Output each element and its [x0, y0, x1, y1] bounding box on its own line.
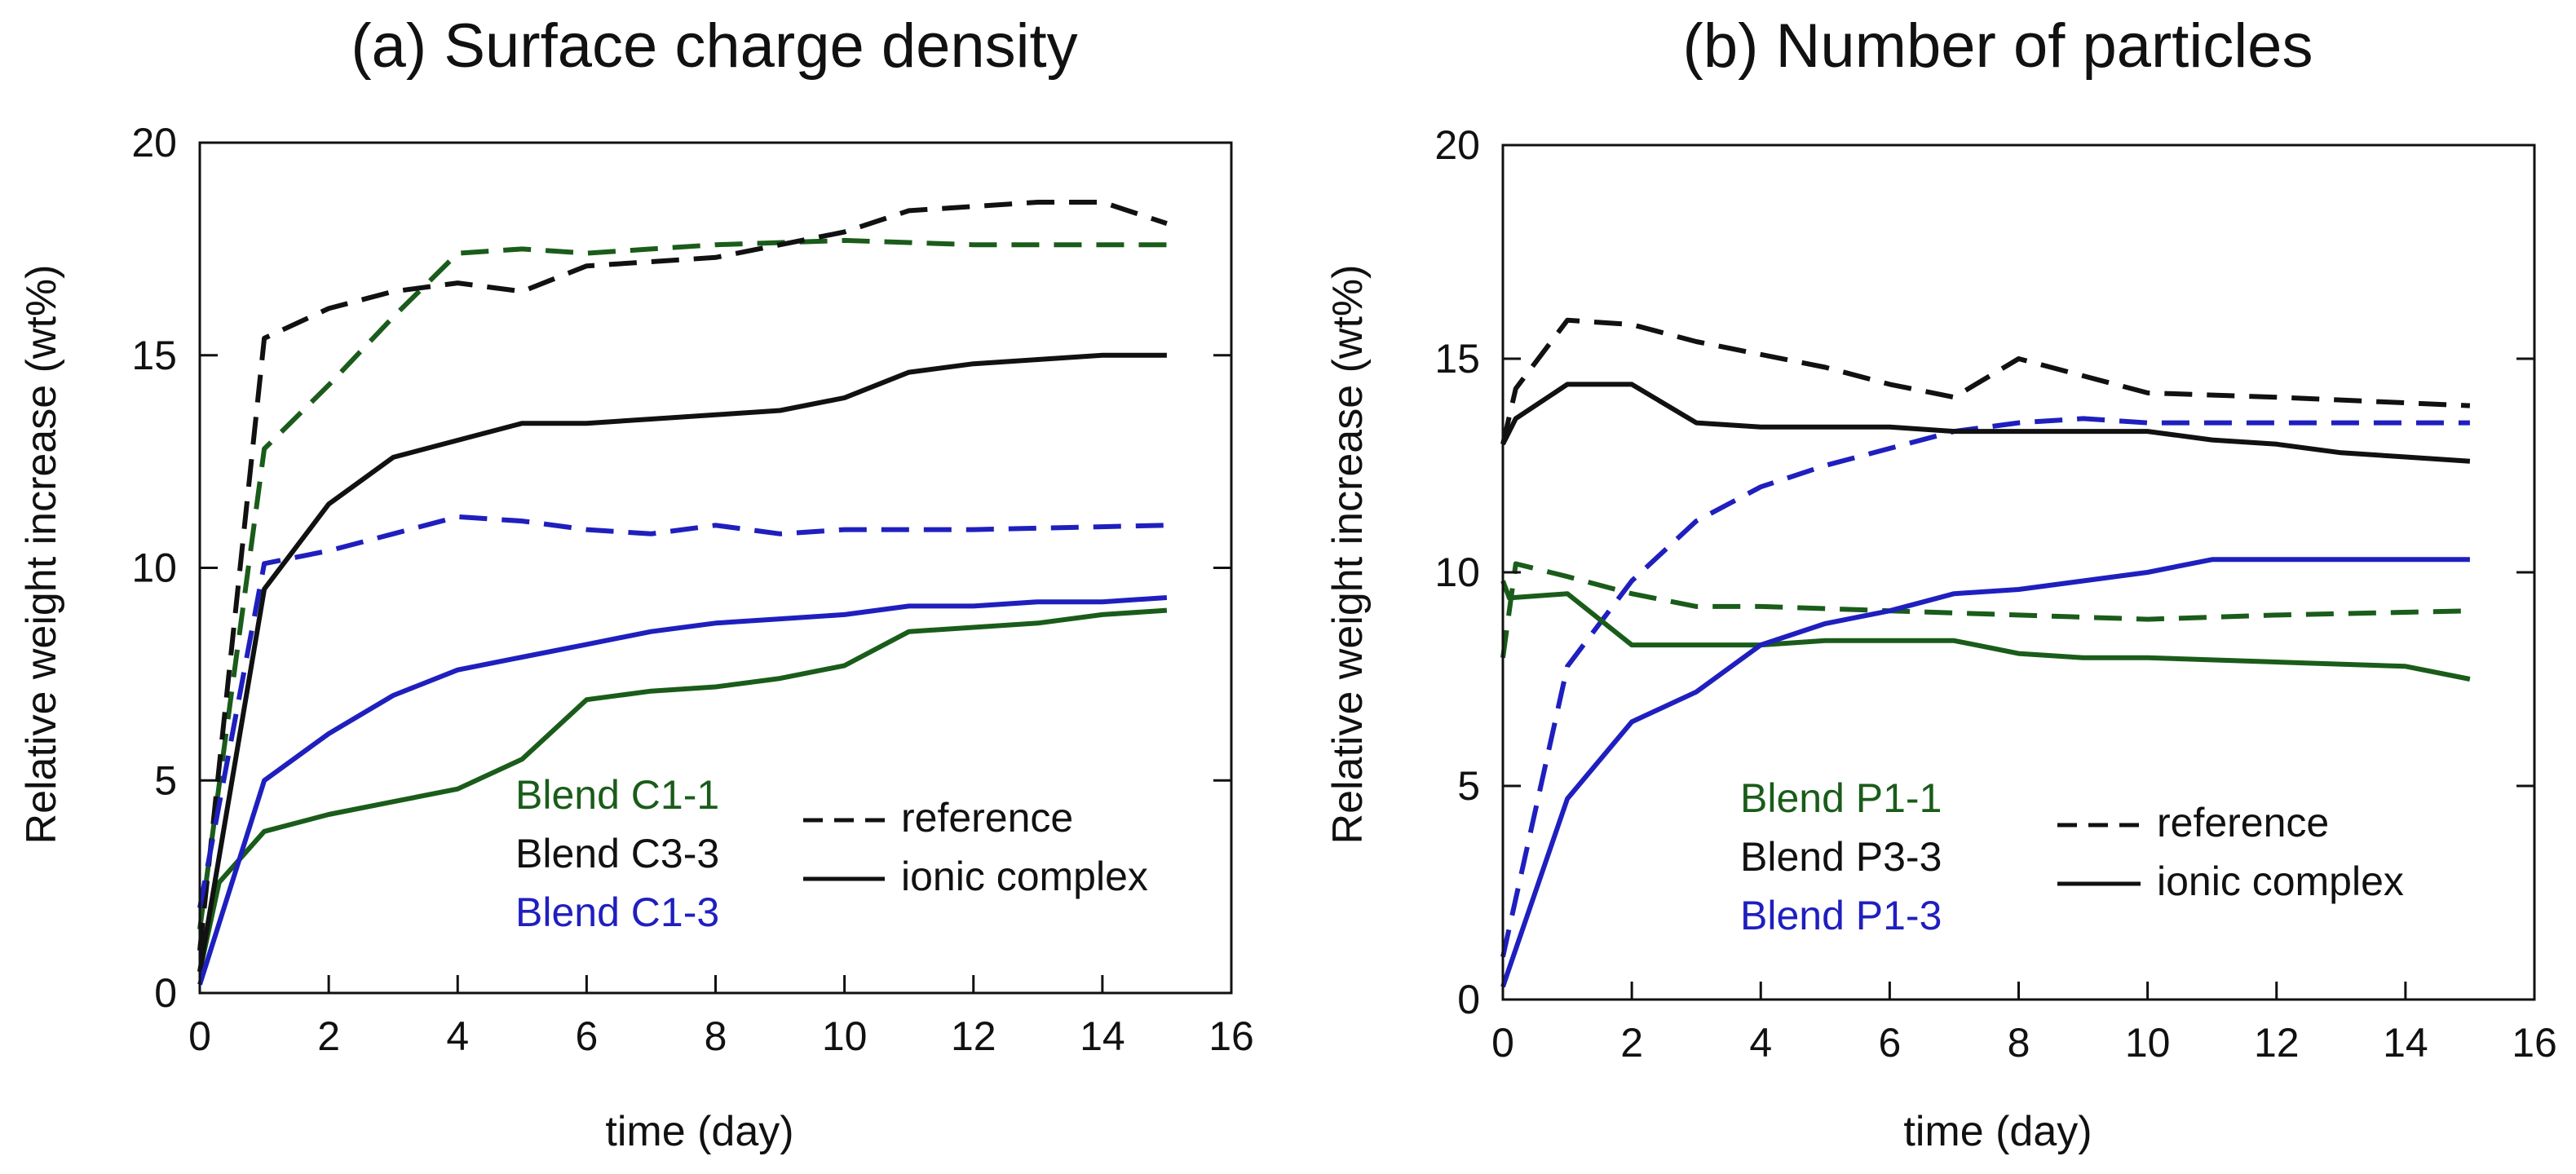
- panel-b: (b) Number of particles time (day) Relat…: [1324, 11, 2557, 1155]
- x-tick-label: 0: [1491, 1020, 1514, 1066]
- panel-b-series-line: [1500, 317, 2471, 445]
- legend-blend-label: Blend C1-3: [515, 889, 719, 935]
- panel-b-ylabel: Relative weight increase (wt%): [1324, 265, 1372, 845]
- x-tick-label: 10: [822, 1013, 868, 1059]
- y-tick-label: 20: [1434, 122, 1480, 168]
- x-tick-label: 16: [2512, 1020, 2557, 1066]
- legend-blend-label: Blend P3-3: [1740, 834, 1942, 880]
- y-tick-label: 10: [131, 545, 177, 591]
- x-tick-label: 4: [446, 1013, 469, 1059]
- panel-b-series-line: [1500, 382, 2471, 464]
- panel-b-series-line: [1500, 557, 2470, 988]
- x-tick-label: 14: [2383, 1020, 2428, 1066]
- x-tick-label: 8: [2008, 1020, 2030, 1066]
- panel-a-series-line: [197, 352, 1167, 973]
- panel-b-series-line: [1500, 580, 2471, 682]
- panel-a-series-line: [197, 200, 1168, 951]
- x-tick-label: 16: [1208, 1013, 1254, 1059]
- panel-a-xlabel: time (day): [605, 1108, 793, 1155]
- panel-a-ylabel: Relative weight increase (wt%): [18, 265, 65, 845]
- x-tick-label: 4: [1749, 1020, 1772, 1066]
- legend-style-label: ionic complex: [901, 854, 1148, 899]
- legend-blend-label: Blend C1-1: [515, 772, 719, 818]
- panel-a: (a) Surface charge density time (day) Re…: [18, 11, 1254, 1155]
- legend-style-label: ionic complex: [2157, 858, 2404, 904]
- x-tick-label: 12: [2254, 1020, 2300, 1066]
- x-tick-label: 6: [1878, 1020, 1901, 1066]
- panel-a-series-line: [197, 514, 1167, 909]
- y-tick-label: 5: [1457, 763, 1480, 809]
- legend-style-label: reference: [2157, 800, 2329, 845]
- x-tick-label: 8: [705, 1013, 727, 1059]
- panel-b-title: (b) Number of particles: [1683, 11, 2313, 81]
- x-tick-label: 14: [1080, 1013, 1125, 1059]
- legend-blend-label: Blend P1-3: [1740, 893, 1942, 938]
- y-tick-label: 5: [154, 757, 177, 803]
- y-tick-label: 0: [1457, 977, 1480, 1022]
- y-tick-label: 20: [131, 120, 177, 166]
- panel-b-series-line: [1500, 561, 2470, 659]
- legend-blend-label: Blend C3-3: [515, 831, 719, 876]
- panel-a-series-line: [197, 607, 1168, 973]
- panel-a-series-line: [197, 595, 1168, 986]
- x-tick-label: 0: [188, 1013, 211, 1059]
- panel-a-series-line: [197, 237, 1167, 930]
- x-tick-label: 6: [575, 1013, 598, 1059]
- panel-b-series-line: [1500, 416, 2470, 958]
- y-tick-label: 15: [1434, 336, 1480, 382]
- x-tick-label: 10: [2125, 1020, 2171, 1066]
- panel-a-title: (a) Surface charge density: [351, 11, 1077, 81]
- legend-style-label: reference: [901, 795, 1073, 841]
- y-tick-label: 15: [131, 333, 177, 378]
- y-tick-label: 10: [1434, 549, 1480, 595]
- x-tick-label: 2: [1620, 1020, 1643, 1066]
- panel-b-xlabel: time (day): [1903, 1108, 2092, 1155]
- y-tick-label: 0: [154, 970, 177, 1016]
- legend-blend-label: Blend P1-1: [1740, 775, 1942, 821]
- x-tick-label: 2: [317, 1013, 340, 1059]
- x-tick-label: 12: [951, 1013, 996, 1059]
